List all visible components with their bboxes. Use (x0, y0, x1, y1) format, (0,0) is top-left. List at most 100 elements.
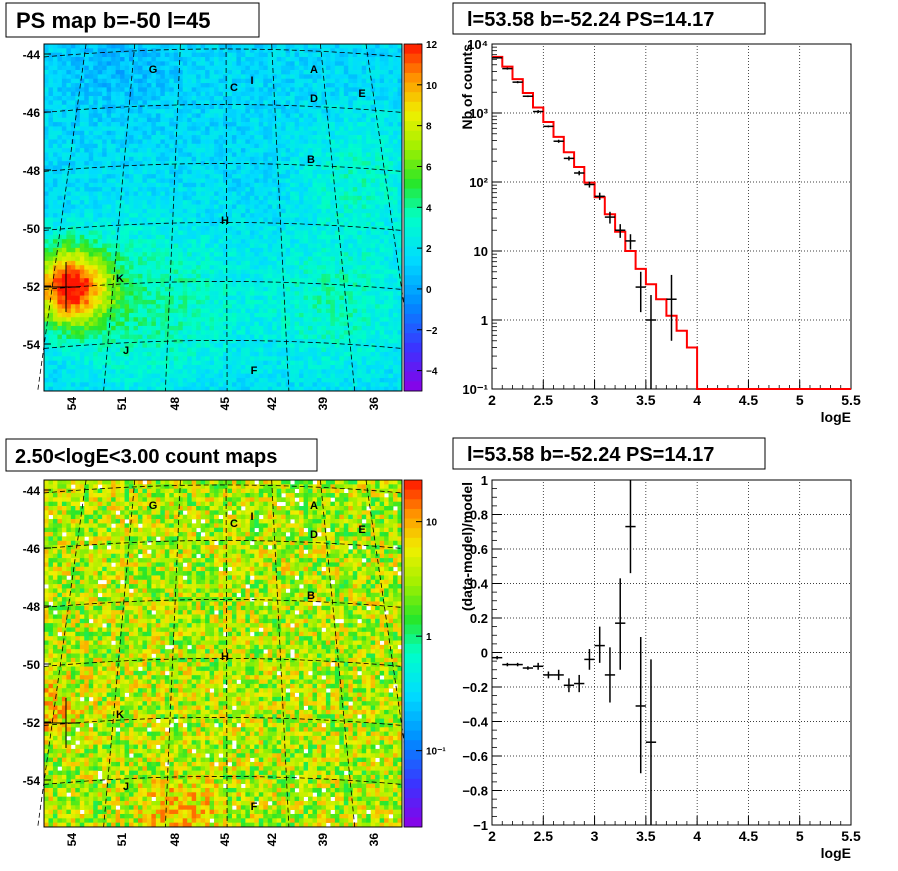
colorbar-swatch (404, 566, 422, 577)
residual-point (625, 480, 636, 574)
colorbar-tick-label: 6 (426, 162, 432, 173)
colorbar-frame (403, 43, 423, 392)
colorbar-tick-label: 10⁻¹ (426, 747, 446, 758)
colorbar-swatch (404, 121, 422, 132)
map-y-tick-label: -52 (23, 280, 41, 294)
data-point (512, 81, 523, 84)
map-y-tick-label: -50 (23, 222, 41, 236)
title-box-residuals: l=53.58 b=-52.24 PS=14.17 (452, 437, 766, 470)
x-tick-label: 5.5 (841, 828, 861, 844)
colorbar-swatch (404, 150, 422, 161)
residual-plot: 2 2.5 3 3.5 4 4.5 5 5.5 −1 −0.8 −0.6 −0.4 −0.2 0 0.2 0.… (459, 473, 861, 861)
x-tick-label: 3.5 (636, 828, 656, 844)
colorbar-swatch (404, 371, 422, 382)
colorbar-swatch (404, 304, 422, 315)
colorbar-swatch (404, 547, 422, 558)
map-y-tick-label: -48 (23, 600, 41, 614)
map-grid-parallel (43, 340, 403, 349)
colorbar-tick-label: 2 (426, 244, 432, 255)
source-label-C: C (230, 518, 238, 530)
colorbar-swatch (404, 576, 422, 587)
map-x-tick-label: 36 (367, 833, 381, 847)
source-label-H: H (221, 651, 229, 663)
x-tick-label: 4 (693, 828, 701, 844)
colorbar-swatch (404, 653, 422, 664)
colorbar-swatch (404, 817, 422, 828)
data-point (604, 211, 616, 224)
source-label-A: A (310, 500, 318, 512)
data-point (563, 156, 575, 161)
colorbar-swatch (404, 217, 422, 228)
data-point (502, 67, 513, 70)
map-x-tick-label: 36 (367, 397, 381, 411)
map-y-tick-label: -46 (23, 542, 41, 556)
colorbar-tick-label: 4 (426, 203, 432, 214)
data-point (533, 110, 544, 113)
colorbar-swatch (404, 275, 422, 286)
colorbar-swatch (404, 284, 422, 296)
residual-point (553, 669, 564, 681)
source-label-D: D (310, 93, 318, 105)
map-grid-parallel (43, 540, 403, 549)
map-x-tick-label: 45 (218, 397, 232, 411)
colorbar-swatch (404, 634, 422, 645)
map-grid-meridian (164, 43, 181, 392)
x-tick-label: 5 (796, 828, 804, 844)
x-tick-label: 5.5 (841, 392, 861, 408)
x-tick-label: 4 (693, 392, 701, 408)
colorbar-swatch (404, 342, 422, 353)
map-y-tick-label: -44 (23, 484, 41, 498)
source-label-H: H (221, 215, 229, 227)
colorbar-swatch (404, 624, 422, 635)
plot-frame (491, 479, 852, 826)
colorbar-swatch (404, 499, 422, 510)
map-x-tick-label: 42 (265, 397, 279, 411)
colorbar-swatch (404, 720, 422, 732)
colorbar-swatch (404, 294, 422, 305)
map-frame (43, 479, 403, 828)
colorbar-swatch (404, 798, 422, 809)
colorbar-swatch (404, 480, 422, 491)
map-grid-meridian (164, 479, 181, 828)
map-grid-meridian (225, 43, 228, 392)
colorbar-tick-label: 10 (426, 518, 438, 529)
x-tick-label: 5 (796, 392, 804, 408)
residual-point (574, 674, 585, 693)
title-count-map: 2.50<logE<3.00 count maps (15, 446, 277, 468)
map-grid-meridian (271, 43, 290, 392)
colorbar-swatch (404, 265, 422, 276)
x-tick-label: 3 (591, 392, 599, 408)
map-pixels (44, 44, 403, 392)
colorbar-swatch (404, 759, 422, 770)
colorbar-swatch (404, 198, 422, 209)
map-y-tick-label: -48 (23, 164, 41, 178)
x-tick-label: 3 (591, 828, 599, 844)
title-spectrum: l=53.58 b=-52.24 PS=14.17 (467, 9, 714, 31)
residual-point (502, 662, 513, 667)
data-point (625, 234, 636, 250)
residual-point (594, 626, 605, 663)
colorbar-swatch (404, 101, 422, 112)
data-point (594, 192, 605, 200)
map-x-tick-label: 39 (316, 833, 330, 847)
colorbar-swatch (404, 614, 422, 625)
colorbar-swatch (404, 682, 422, 693)
residual-point (604, 647, 616, 703)
y-axis-title: Nb of counts (459, 44, 475, 130)
colorbar-swatch (404, 528, 422, 539)
source-label-G: G (149, 64, 158, 76)
colorbar-tick-label: 1 (426, 632, 432, 643)
x-tick-label: 2.5 (534, 392, 554, 408)
x-tick-label: 2 (488, 392, 496, 408)
colorbar-swatch (404, 72, 422, 83)
x-tick-label: 4.5 (739, 392, 759, 408)
colorbar-swatch (404, 672, 422, 683)
data-point (645, 295, 657, 389)
colorbar-swatch (404, 788, 422, 799)
map-grid-parallel (43, 484, 403, 494)
map-x-tick-label: 45 (218, 833, 232, 847)
data-point (553, 139, 564, 143)
map-frame (43, 43, 403, 392)
data-point (492, 57, 503, 59)
